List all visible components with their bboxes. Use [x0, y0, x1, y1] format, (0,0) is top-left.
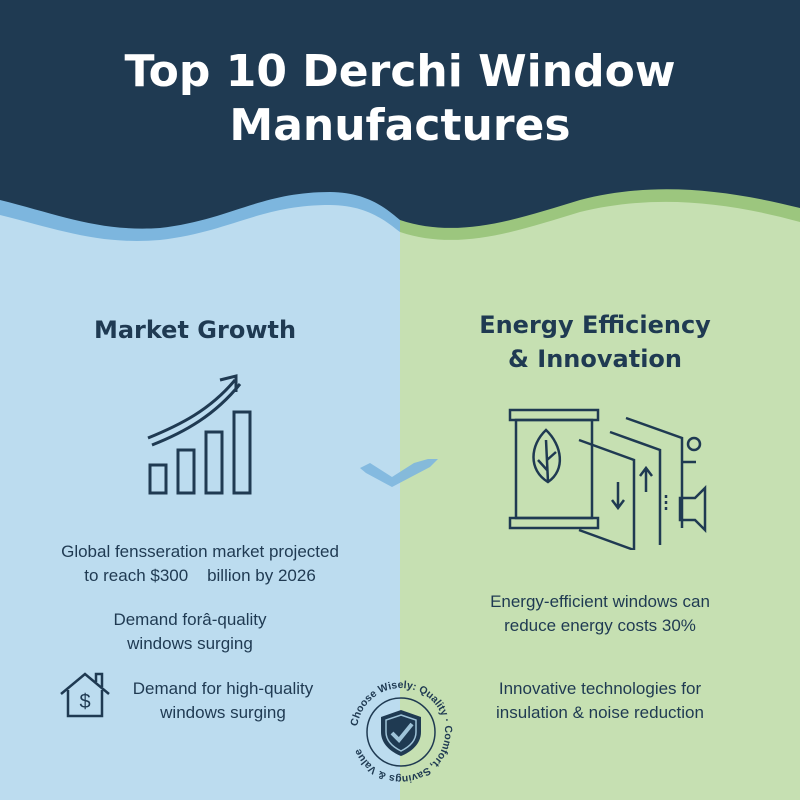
- energy-line-1: Energy-efficient windows can: [490, 592, 710, 611]
- demand-1-line-2: windows surging: [127, 634, 253, 653]
- title-line-2: Manufactures: [229, 100, 571, 151]
- market-stat-line-2: to reach $300 billion by 2026: [84, 566, 316, 585]
- growth-chart-icon: [147, 374, 252, 495]
- page-title: Top 10 Derchi Window Manufactures: [0, 45, 800, 153]
- svg-text:$: $: [79, 691, 90, 713]
- demand-1-line-1: Demand forâ-quality: [113, 610, 267, 629]
- energy-heading: Energy Efficiency & Innovation: [440, 308, 750, 376]
- quality-badge: Choose Wisely: Quality · Comfort, Saving…: [348, 679, 454, 785]
- demand-2-line-1: Demand for high-quality: [132, 679, 314, 698]
- energy-heading-line-2: & Innovation: [508, 345, 682, 373]
- energy-heading-line-1: Energy Efficiency: [479, 311, 711, 339]
- shield-check-icon: [381, 710, 421, 756]
- demand-2-line-2: windows surging: [160, 703, 286, 722]
- innovation-line-2: insulation & noise reduction: [496, 703, 704, 722]
- center-chevron: [360, 459, 438, 487]
- title-line-1: Top 10 Derchi Window: [124, 46, 676, 97]
- house-dollar-icon: $: [60, 672, 110, 718]
- innovation-line-1: Innovative technologies for: [498, 679, 702, 698]
- innovation-text: Innovative technologies for insulation &…: [450, 677, 750, 725]
- market-growth-heading: Market Growth: [93, 316, 297, 344]
- energy-line-2: reduce energy costs 30%: [504, 616, 696, 635]
- demand-text-1: Demand forâ-quality windows surging: [60, 608, 320, 656]
- header-band: [0, 0, 800, 229]
- window-panels-leaf-icon: [508, 408, 707, 550]
- market-stat: Global fensseration market projected to …: [30, 540, 370, 588]
- market-stat-line-1: Global fensseration market projected: [61, 542, 339, 561]
- energy-savings-text: Energy-efficient windows can reduce ener…: [450, 590, 750, 638]
- demand-text-2: Demand for high-quality windows surging: [118, 677, 328, 725]
